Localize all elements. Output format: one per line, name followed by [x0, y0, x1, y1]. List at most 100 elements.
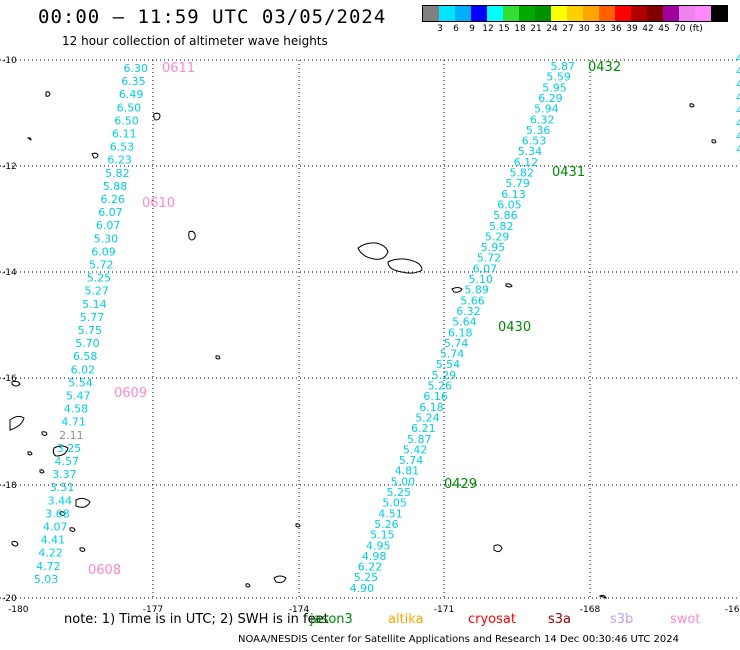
- y-tick-label: -10: [2, 56, 17, 66]
- wave-height-value: 6.13: [501, 188, 526, 201]
- island-outline: [9, 415, 25, 431]
- color-swatch: [695, 6, 711, 21]
- wave-height-value: 5.74: [399, 454, 424, 467]
- wave-height-value: 6.53: [522, 135, 547, 148]
- wave-height-value: 5.14: [82, 298, 107, 311]
- wave-height-value: 4.51: [378, 507, 403, 520]
- color-swatch: [551, 6, 567, 21]
- wave-height-value: 5.34: [518, 145, 543, 158]
- wave-height-value: 6.12: [514, 156, 539, 169]
- color-legend-label: 3: [437, 24, 443, 34]
- wave-height-value: 5.64: [452, 316, 477, 329]
- wave-height-value: 5.59: [546, 71, 571, 84]
- wave-height-value: 5.72: [89, 259, 114, 272]
- island-outline: [69, 527, 76, 532]
- color-legend-label: 39: [626, 24, 638, 34]
- wave-height-value: 5.25: [387, 486, 412, 499]
- wave-height-value: 5.88: [103, 180, 128, 193]
- island-outline: [215, 355, 221, 360]
- color-swatch: [647, 6, 663, 21]
- wave-height-value: 5.82: [105, 167, 130, 180]
- color-swatch: [631, 6, 647, 21]
- color-swatch: [423, 6, 439, 21]
- color-swatch: [439, 6, 455, 21]
- color-legend-label: 9: [469, 24, 475, 34]
- pass-time-label: 0610: [142, 196, 175, 211]
- pass-time-label: 0431: [552, 165, 585, 180]
- wave-height-value: 6.49: [119, 88, 144, 101]
- wave-height-value: 3.51: [50, 481, 75, 494]
- x-tick-label: -177: [143, 605, 163, 615]
- wave-height-value: 6.11: [112, 128, 137, 141]
- x-tick-label: -168: [580, 605, 601, 615]
- wave-height-value: 6.26: [101, 193, 126, 206]
- x-tick-label: -171: [434, 605, 454, 615]
- island-outline: [52, 445, 69, 457]
- wave-height-value: 5.87: [551, 60, 576, 73]
- wave-height-value: 5.87: [407, 433, 432, 446]
- wave-height-value: 5.30: [94, 232, 119, 245]
- wave-height-value: 6.18: [448, 326, 473, 339]
- color-swatch: [487, 6, 503, 21]
- wave-height-value: 4.98: [362, 550, 387, 563]
- wave-height-value: 6.16: [423, 390, 448, 403]
- color-swatch: [455, 6, 471, 21]
- wave-height-value: 5.82: [489, 220, 514, 233]
- color-legend-labels: 3 6 9 12 15 18 21 24 27 30 33 36 39 42 45 70 (ft): [422, 22, 728, 34]
- island-outline: [387, 258, 423, 274]
- color-legend-label: 33: [594, 24, 606, 34]
- color-swatch: [567, 6, 583, 21]
- color-legend-label: 12: [482, 24, 494, 34]
- wave-height-value: 5.10: [469, 273, 494, 286]
- wave-height-value: 4.: [736, 130, 740, 143]
- wave-height-value: 4.71: [61, 416, 86, 429]
- color-legend-swatches: [422, 5, 728, 22]
- island-outline: [39, 469, 45, 474]
- color-legend-label: 21: [530, 24, 542, 34]
- color-legend-label: 18: [514, 24, 526, 34]
- color-swatch: [503, 6, 519, 21]
- wave-height-value: 6.07: [473, 262, 498, 275]
- island-outline: [245, 583, 251, 588]
- island-outline: [188, 230, 196, 241]
- wave-height-value: 5.89: [464, 284, 489, 297]
- island-outline: [26, 137, 32, 141]
- wave-height-value: 2.11: [59, 429, 84, 442]
- color-legend-label: 45: [658, 24, 670, 34]
- wave-height-value: 5.94: [534, 103, 559, 116]
- color-swatch: [583, 6, 599, 21]
- track-east: 5.875.595.956.295.946.325.366.535.346.12…: [350, 52, 740, 595]
- island-outline: [11, 380, 21, 387]
- wave-height-value: 6.07: [98, 206, 123, 219]
- wave-height-value: 5.75: [78, 324, 103, 337]
- island-outline: [45, 91, 51, 97]
- wave-height-value: 6.50: [117, 101, 142, 114]
- wave-height-value: 5.79: [505, 177, 530, 190]
- wave-height-value: 5.29: [432, 369, 457, 382]
- y-tick-label: -14: [2, 268, 17, 278]
- wave-height-value: 5.25: [354, 571, 379, 584]
- pass-time-label: 0608: [88, 563, 121, 578]
- credit-line: NOAA/NESDIS Center for Satellite Applica…: [238, 634, 680, 645]
- color-swatch: [615, 6, 631, 21]
- wave-height-value: 5.82: [510, 167, 535, 180]
- wave-height-value: 6.50: [114, 114, 139, 127]
- color-legend-label: 42: [642, 24, 654, 34]
- island-outline: [357, 242, 389, 260]
- y-tick-label: -12: [2, 162, 17, 172]
- wave-height-value: 6.22: [358, 561, 383, 574]
- color-legend: 3 6 9 12 15 18 21 24 27 30 33 36 39 42 45 70 (ft): [422, 5, 728, 34]
- pass-time-label: 0432: [588, 60, 621, 75]
- wave-height-value: 4.72: [36, 560, 61, 573]
- color-legend-label: 70: [674, 24, 686, 34]
- island-outline: [505, 283, 513, 288]
- satellite-legend-item: swot: [670, 612, 701, 627]
- wave-height-value: 5.77: [80, 311, 105, 324]
- wave-height-value: 3.44: [48, 494, 73, 507]
- wave-height-value: 6.18: [419, 401, 444, 414]
- color-swatch: [711, 6, 727, 21]
- island-outline: [11, 540, 19, 547]
- color-swatch: [535, 6, 551, 21]
- color-swatch: [679, 6, 695, 21]
